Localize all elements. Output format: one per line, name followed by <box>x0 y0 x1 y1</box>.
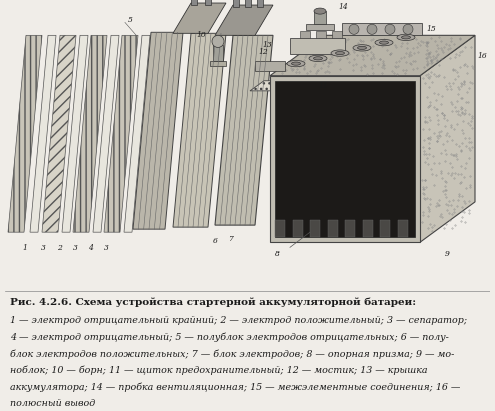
Text: 4 — электрод отрицательный; 5 — полублок электродов отрицательных; 6 — полу-: 4 — электрод отрицательный; 5 — полублок… <box>10 333 448 342</box>
Text: 1: 1 <box>23 244 27 252</box>
Text: ноблок; 10 — борн; 11 — щиток предохранительный; 12 — мостик; 13 — крышка: ноблок; 10 — борн; 11 — щиток предохрани… <box>10 366 427 376</box>
Text: 10: 10 <box>196 31 206 39</box>
Text: 14: 14 <box>338 3 348 11</box>
Text: полюсный вывод: полюсный вывод <box>10 399 95 408</box>
Polygon shape <box>342 23 422 35</box>
Polygon shape <box>42 35 76 232</box>
Circle shape <box>403 24 413 35</box>
Polygon shape <box>245 0 250 7</box>
Text: 13: 13 <box>262 42 272 49</box>
Text: 3: 3 <box>41 244 46 252</box>
Text: Рис. 4.2.6. Схема устройства стартерной аккумуляторной батареи:: Рис. 4.2.6. Схема устройства стартерной … <box>10 298 416 307</box>
Polygon shape <box>332 31 342 38</box>
Polygon shape <box>204 0 210 5</box>
Circle shape <box>349 24 359 35</box>
Polygon shape <box>133 32 183 229</box>
Polygon shape <box>293 220 302 237</box>
Text: 12: 12 <box>258 48 268 55</box>
Circle shape <box>212 35 224 47</box>
Polygon shape <box>275 81 415 237</box>
Polygon shape <box>73 35 107 232</box>
Polygon shape <box>8 35 42 232</box>
Text: блок электродов положительных; 7 — блок электродов; 8 — опорная призма; 9 — мо-: блок электродов положительных; 7 — блок … <box>10 349 454 359</box>
Polygon shape <box>306 24 334 30</box>
Polygon shape <box>233 0 239 7</box>
Polygon shape <box>30 35 56 232</box>
Text: 9: 9 <box>445 250 450 259</box>
Text: аккумулятора; 14 — пробка вентиляционная; 15 — межэлементные соединения; 16 —: аккумулятора; 14 — пробка вентиляционная… <box>10 383 460 392</box>
Ellipse shape <box>353 45 371 51</box>
Polygon shape <box>173 3 226 33</box>
Ellipse shape <box>309 55 327 62</box>
Polygon shape <box>256 0 263 7</box>
Polygon shape <box>316 31 326 38</box>
Polygon shape <box>290 38 345 53</box>
Polygon shape <box>124 35 150 232</box>
Polygon shape <box>397 220 407 237</box>
Polygon shape <box>270 35 475 76</box>
Ellipse shape <box>331 50 349 56</box>
Text: 3: 3 <box>73 244 77 252</box>
Polygon shape <box>250 81 314 91</box>
Text: 3: 3 <box>103 244 108 252</box>
Text: 1 — электрод отрицательный крайний; 2 — электрод положительный; 3 — сепаратор;: 1 — электрод отрицательный крайний; 2 — … <box>10 316 467 325</box>
Polygon shape <box>328 220 338 237</box>
Polygon shape <box>314 11 326 24</box>
Polygon shape <box>270 76 420 242</box>
Polygon shape <box>210 60 226 66</box>
Text: 8: 8 <box>275 250 280 259</box>
Polygon shape <box>93 35 119 232</box>
Text: 7: 7 <box>229 235 234 243</box>
Ellipse shape <box>313 57 323 60</box>
Polygon shape <box>300 31 310 38</box>
Ellipse shape <box>336 51 345 55</box>
Polygon shape <box>380 220 390 237</box>
Ellipse shape <box>292 62 300 65</box>
Polygon shape <box>104 35 138 232</box>
Polygon shape <box>215 35 273 225</box>
Polygon shape <box>62 35 88 232</box>
Polygon shape <box>255 60 285 71</box>
Ellipse shape <box>287 60 305 67</box>
Ellipse shape <box>397 34 415 41</box>
Circle shape <box>385 24 395 35</box>
Polygon shape <box>420 35 475 242</box>
Ellipse shape <box>314 8 326 14</box>
Text: 6: 6 <box>213 237 218 245</box>
Polygon shape <box>362 220 373 237</box>
Text: 5: 5 <box>128 16 133 24</box>
Text: 4: 4 <box>88 244 93 252</box>
Polygon shape <box>213 46 223 60</box>
Polygon shape <box>275 220 285 237</box>
Polygon shape <box>215 5 273 35</box>
Text: 15: 15 <box>426 25 436 33</box>
Polygon shape <box>310 220 320 237</box>
Text: 11: 11 <box>318 82 328 90</box>
Text: 2: 2 <box>56 244 61 252</box>
Ellipse shape <box>357 46 366 49</box>
Circle shape <box>367 24 377 35</box>
Text: 16: 16 <box>477 51 487 60</box>
Ellipse shape <box>401 36 410 39</box>
Polygon shape <box>191 0 197 5</box>
Ellipse shape <box>375 39 393 46</box>
Polygon shape <box>173 33 226 227</box>
Ellipse shape <box>380 41 389 44</box>
Polygon shape <box>345 220 355 237</box>
